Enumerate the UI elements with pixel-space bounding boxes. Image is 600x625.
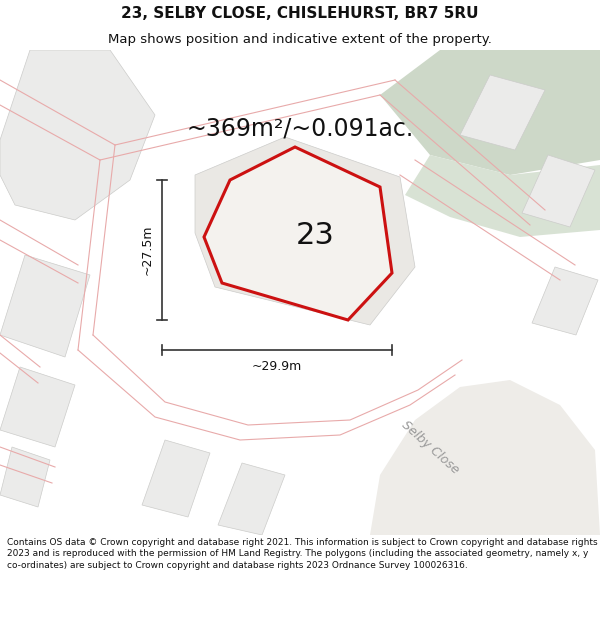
Polygon shape bbox=[218, 463, 285, 535]
Polygon shape bbox=[532, 267, 598, 335]
Text: 23, SELBY CLOSE, CHISLEHURST, BR7 5RU: 23, SELBY CLOSE, CHISLEHURST, BR7 5RU bbox=[121, 6, 479, 21]
Text: Map shows position and indicative extent of the property.: Map shows position and indicative extent… bbox=[108, 32, 492, 46]
Polygon shape bbox=[0, 50, 155, 220]
Polygon shape bbox=[0, 447, 50, 507]
Text: ~369m²/~0.091ac.: ~369m²/~0.091ac. bbox=[187, 117, 413, 141]
Text: Contains OS data © Crown copyright and database right 2021. This information is : Contains OS data © Crown copyright and d… bbox=[7, 538, 598, 570]
Polygon shape bbox=[0, 255, 90, 357]
Polygon shape bbox=[370, 380, 600, 535]
Polygon shape bbox=[460, 75, 545, 150]
Polygon shape bbox=[204, 147, 392, 320]
Polygon shape bbox=[405, 155, 600, 237]
Polygon shape bbox=[0, 367, 75, 447]
Text: ~29.9m: ~29.9m bbox=[252, 360, 302, 373]
Polygon shape bbox=[142, 440, 210, 517]
Text: Selby Close: Selby Close bbox=[399, 418, 461, 476]
Text: 23: 23 bbox=[296, 221, 334, 249]
Text: ~27.5m: ~27.5m bbox=[141, 225, 154, 275]
Polygon shape bbox=[522, 155, 595, 227]
Polygon shape bbox=[380, 50, 600, 175]
Polygon shape bbox=[195, 137, 415, 325]
